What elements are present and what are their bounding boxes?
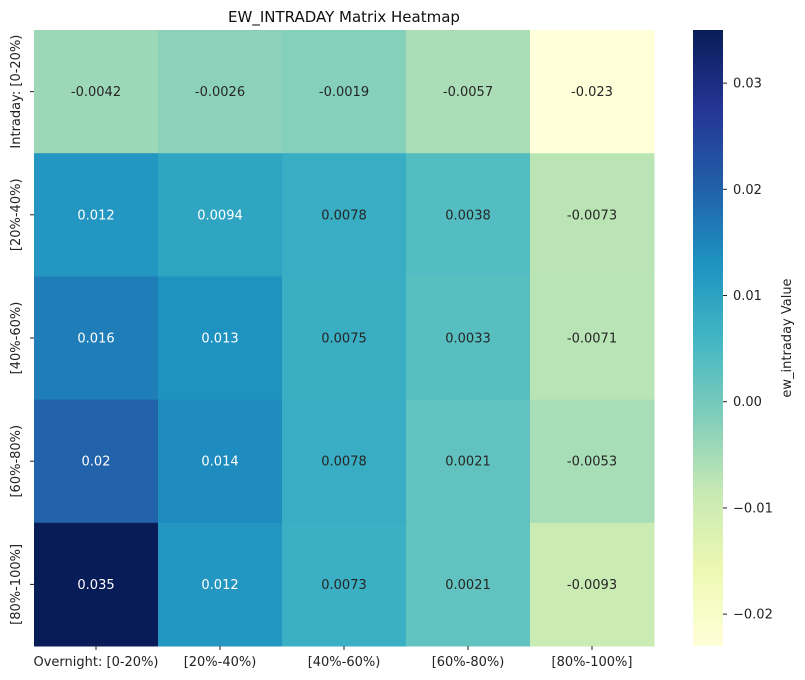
x-tick-label: [20%-40%) — [184, 655, 257, 670]
heatmap-cell — [406, 522, 531, 647]
heatmap-cell — [158, 522, 283, 647]
heatmap-cell-label: -0.0053 — [567, 455, 617, 470]
heatmap-cell-label: 0.02 — [82, 455, 111, 470]
heatmap-cell — [34, 153, 159, 277]
heatmap-cell-label: 0.0094 — [197, 208, 243, 223]
heatmap-cell-label: 0.013 — [201, 332, 238, 347]
y-tick-label: [80%-100%] — [9, 544, 24, 625]
heatmap-cell — [34, 30, 159, 154]
y-axis: Intraday: [0-20%) [20%-40%) [40%-60%) [60%-… — [9, 35, 34, 625]
heatmap-cell — [282, 522, 407, 647]
heatmap-cell — [158, 276, 283, 401]
heatmap-cell-labels: -0.0042 -0.0026 -0.0019 -0.0057 -0.023 0.012 0… — [71, 85, 617, 593]
heatmap-cell — [282, 399, 407, 524]
heatmap-cell — [282, 153, 407, 277]
y-tick-label: Intraday: [0-20%) — [9, 35, 24, 149]
heatmap-cell — [530, 522, 655, 647]
heatmap-cell — [158, 399, 283, 524]
x-tick-label: [60%-80%) — [432, 655, 505, 670]
colorbar-tick-label: 0.01 — [733, 289, 762, 304]
colorbar-tick-label: 0.03 — [733, 77, 762, 92]
heatmap-cell — [530, 399, 655, 524]
colorbar-tick-label: −0.02 — [733, 608, 773, 623]
heatmap-cell-label: -0.0093 — [567, 578, 617, 593]
heatmap-cell-label: 0.016 — [77, 332, 114, 347]
heatmap-cell — [406, 399, 531, 524]
heatmap-cell-label: -0.023 — [571, 85, 613, 100]
heatmap-cell — [158, 30, 283, 154]
heatmap-cell — [34, 399, 159, 524]
heatmap-cell-label: 0.014 — [201, 455, 238, 470]
y-tick-label: [60%-80%) — [9, 425, 24, 498]
colorbar-tick-label: −0.01 — [733, 501, 773, 516]
colorbar-ticks: 0.03 0.02 0.01 0.00 −0.01 −0.02 — [723, 77, 773, 623]
colorbar-tick-label: 0.02 — [733, 183, 762, 198]
heatmap-cell-label: 0.012 — [201, 578, 238, 593]
x-tick-label: [40%-60%) — [308, 655, 381, 670]
heatmap-cell-label: -0.0042 — [71, 85, 121, 100]
heatmap-cell-label: 0.0021 — [445, 578, 491, 593]
heatmap-cell — [34, 522, 159, 647]
heatmap-cell-label: -0.0026 — [195, 85, 245, 100]
heatmap-cell-label: 0.0075 — [321, 332, 367, 347]
y-tick-label: [20%-40%) — [9, 178, 24, 251]
chart-title: EW_INTRADAY Matrix Heatmap — [228, 8, 460, 27]
heatmap-cell — [282, 276, 407, 401]
heatmap-cell — [34, 276, 159, 401]
y-tick-label: [40%-60%) — [9, 302, 24, 375]
heatmap-cell — [530, 30, 655, 154]
heatmap-cell — [530, 153, 655, 277]
heatmap-cell-label: 0.0021 — [445, 455, 491, 470]
heatmap-cell-label: -0.0019 — [319, 85, 369, 100]
heatmap-cell-label: 0.0038 — [445, 208, 491, 223]
heatmap-cell — [406, 276, 531, 401]
heatmap-cell-label: 0.012 — [77, 208, 114, 223]
heatmap-cell-label: 0.0078 — [321, 208, 367, 223]
colorbar-gradient — [693, 30, 723, 646]
heatmap-cell — [406, 153, 531, 277]
heatmap-cell — [158, 153, 283, 277]
heatmap-cell — [406, 30, 531, 154]
x-tick-label: Overnight: [0-20%) — [34, 655, 159, 670]
heatmap-cell — [282, 30, 407, 154]
heatmap-cell — [530, 276, 655, 401]
x-axis: Overnight: [0-20%) [20%-40%) [40%-60%) [60%… — [34, 646, 633, 670]
heatmap-cell-label: 0.035 — [77, 578, 114, 593]
heatmap-cell-label: 0.0033 — [445, 332, 491, 347]
heatmap-cell-label: -0.0057 — [443, 85, 493, 100]
heatmap-cell-label: 0.0073 — [321, 578, 367, 593]
heatmap-cell-label: -0.0071 — [567, 332, 617, 347]
heatmap-cell-label: 0.0078 — [321, 455, 367, 470]
colorbar-label: ew_intraday Value — [780, 278, 795, 397]
x-tick-label: [80%-100%] — [552, 655, 633, 670]
colorbar: 0.03 0.02 0.01 0.00 −0.01 −0.02 ew_intraday V… — [693, 30, 795, 646]
heatmap-cells — [34, 30, 655, 647]
heatmap-cell-label: -0.0073 — [567, 208, 617, 223]
colorbar-tick-label: 0.00 — [733, 395, 762, 410]
